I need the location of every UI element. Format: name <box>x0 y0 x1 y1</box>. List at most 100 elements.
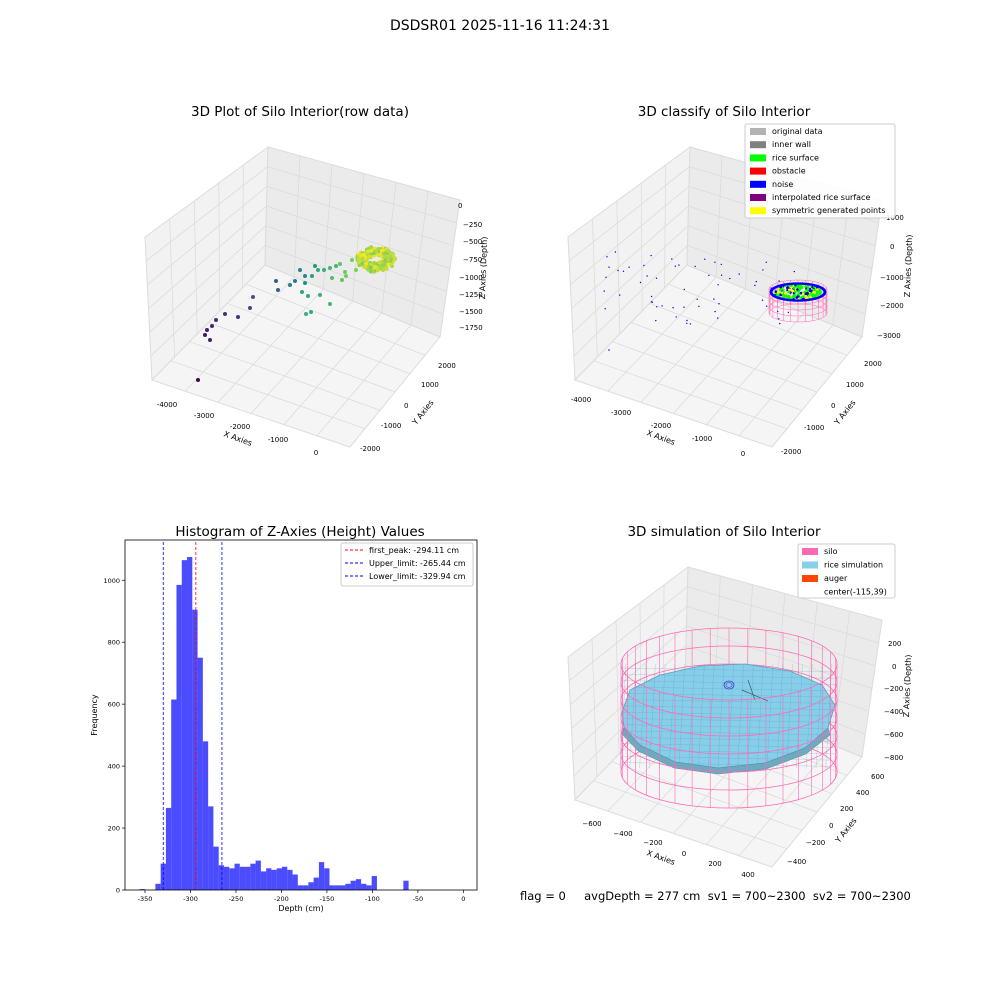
noise-point <box>795 282 799 285</box>
classified-point <box>784 292 787 295</box>
classified-point <box>786 286 789 289</box>
x-tick-label: -3000 <box>611 409 631 417</box>
classified-point <box>780 291 784 295</box>
grid-line <box>193 200 198 335</box>
grid-line <box>242 164 244 289</box>
noise-point <box>689 323 692 325</box>
classify-plot-title: 3D classify of Silo Interior <box>638 104 811 120</box>
x-tick-label: -150 <box>320 895 335 903</box>
rice-mesh-line <box>708 663 715 769</box>
auger-marker <box>723 680 735 690</box>
rice-mesh-line <box>621 674 837 679</box>
histogram-y-ticks: 0 200 400 600 800 1000 <box>103 577 125 895</box>
x-tick-label: -100 <box>365 895 380 903</box>
rice-mesh-line <box>678 663 685 769</box>
grid-line <box>572 225 689 333</box>
simulation-plot-legend: silo rice simulation auger center(-115,39) <box>797 543 896 599</box>
data-point <box>381 268 385 272</box>
noise-point <box>603 290 605 292</box>
simulation-plot-ylabel: Y Axies <box>833 816 859 845</box>
x-tick-label: -2000 <box>651 422 671 430</box>
y-tick-label: 0 <box>404 402 408 410</box>
noise-point <box>655 319 657 322</box>
noise-point <box>713 298 715 300</box>
histogram-ylabel: Frequency <box>90 694 99 736</box>
legend-swatch <box>750 180 766 188</box>
grid-line <box>686 625 873 689</box>
figure-title: DSDSR01 2025-11-16 11:24:31 <box>389 18 610 34</box>
y-tick-label: -1000 <box>804 424 824 432</box>
classified-point <box>774 290 778 293</box>
noise-point <box>655 277 658 279</box>
noise-point <box>754 284 756 287</box>
data-point <box>354 268 358 272</box>
raw-3d-plot: 3D Plot of Silo Interior(row data) -4000… <box>144 104 489 457</box>
histogram-bar <box>260 871 267 890</box>
classified-point <box>818 292 822 295</box>
x-tick-label: 200 <box>708 860 721 868</box>
grid-line <box>147 186 268 285</box>
z-tick-label: 200 <box>888 640 901 648</box>
y-tick-label: 1000 <box>103 577 120 585</box>
noise-point <box>795 299 799 302</box>
noise-point <box>762 269 764 271</box>
grid-line <box>148 205 267 309</box>
x-tick-label: −400 <box>613 830 632 838</box>
x-tick-label: -1000 <box>268 436 288 444</box>
noise-point <box>720 274 723 276</box>
data-point <box>340 278 344 282</box>
noise-point <box>779 322 781 325</box>
grid-line <box>570 606 688 705</box>
y-tick-label: 600 <box>871 773 884 781</box>
rice-mesh-line <box>757 663 764 769</box>
z-tick-label: −1750 <box>459 324 483 332</box>
histogram-bar <box>287 869 293 890</box>
data-point <box>205 328 209 332</box>
data-point <box>313 264 317 268</box>
noise-point <box>708 274 710 277</box>
x-tick-label: -1000 <box>692 435 712 443</box>
noise-point <box>720 263 722 266</box>
classified-point <box>816 288 819 291</box>
classified-point <box>812 290 815 294</box>
histogram-bar <box>276 868 282 890</box>
histogram-bar <box>318 862 325 890</box>
noise-point <box>643 264 645 267</box>
raw-plot-x-ticks: -4000 -3000 -2000 -1000 0 <box>157 401 318 457</box>
classified-point <box>792 286 796 290</box>
legend-label: auger <box>824 574 848 583</box>
rice-mesh-line <box>815 663 823 769</box>
classified-point <box>791 289 794 292</box>
y-tick-label: -1000 <box>381 422 401 430</box>
data-point <box>377 260 382 265</box>
x-tick-label: -4000 <box>571 396 591 404</box>
noise-point <box>793 282 797 285</box>
rice-mesh-line <box>717 663 725 769</box>
raw-plot-z-ticks: 0 −250 −500 −750 −1000 −1250 −1500 −1750 <box>458 202 483 332</box>
data-point <box>203 333 207 337</box>
histogram-bar <box>350 880 356 890</box>
histogram-bar <box>197 657 203 890</box>
classified-point <box>787 290 791 294</box>
grid-line <box>169 218 175 358</box>
data-point <box>382 254 387 259</box>
z-tick-label: 0 <box>458 202 462 210</box>
noise-point <box>793 299 797 302</box>
x-tick-label: 0 <box>682 850 686 858</box>
z-tick-label: −1500 <box>459 308 483 316</box>
data-point <box>196 378 200 382</box>
classify-plot-x-ticks: -4000 -3000 -2000 -1000 0 <box>571 396 745 458</box>
grid-line <box>568 166 690 262</box>
histogram-x-ticks: -350 -300 -250 -200 -150 -100 -50 0 <box>138 890 465 903</box>
histogram-bar <box>223 866 230 890</box>
histogram-bar <box>355 879 362 890</box>
data-point <box>223 312 227 316</box>
noise-point <box>792 282 795 285</box>
z-tick-label: −800 <box>884 754 903 762</box>
histogram-legend: first_peak: -294.11 cm Upper_limit: -265.… <box>340 542 474 587</box>
histogram-bar <box>371 876 377 890</box>
noise-point <box>799 299 803 302</box>
noise-point <box>738 273 740 275</box>
simulation-plot-z-ticks: 200 0 −200 −400 −600 −800 <box>884 640 903 762</box>
data-point <box>372 261 377 266</box>
